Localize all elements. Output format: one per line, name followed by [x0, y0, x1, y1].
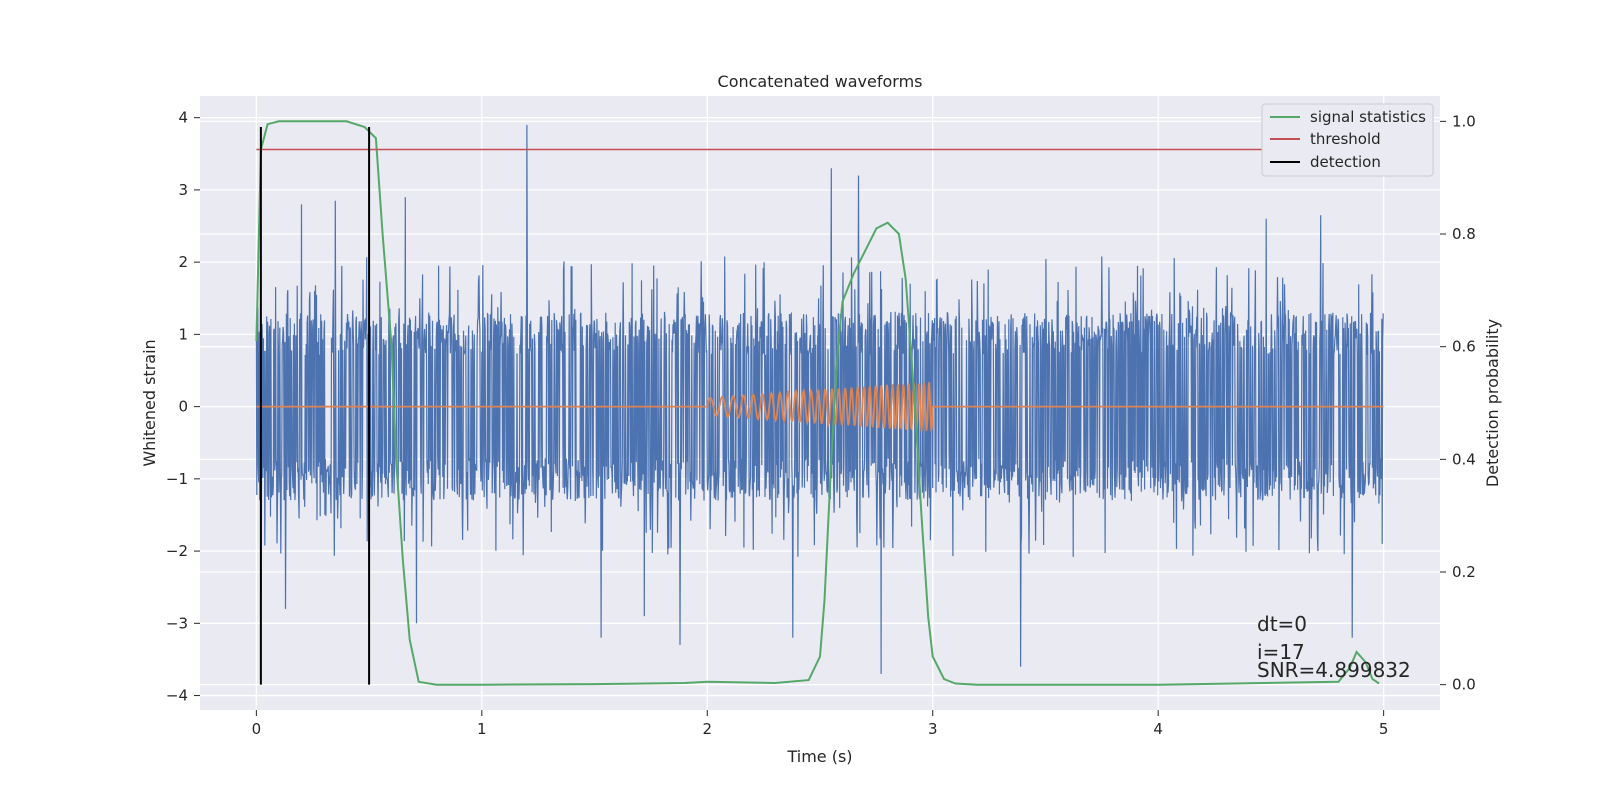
y-axis-left-label: Whitened strain	[140, 339, 159, 466]
y-left-tick-label-0: 4	[178, 109, 188, 127]
chart-title: Concatenated waveforms	[718, 72, 923, 91]
y-left-tick-label-5: −1	[166, 470, 188, 488]
legend: signal statistics threshold detection	[1261, 103, 1434, 177]
y-left-axis-ticks: 4 3 2 1 0 −1 −2 −3 −4	[166, 109, 200, 705]
x-axis-ticks: 0 1 2 3 4 5	[252, 710, 1389, 738]
y-left-tick-label-2: 2	[178, 253, 188, 271]
legend-label-threshold: threshold	[1310, 130, 1381, 148]
y-right-tick-label-5: 0.0	[1452, 676, 1476, 694]
signal-statistics-line	[255, 120, 1380, 686]
chirp-line	[256, 382, 1384, 432]
y-right-axis-ticks: 1.0 0.8 0.6 0.4 0.2 0.0	[1440, 112, 1476, 694]
y-right-tick-label-2: 0.6	[1452, 338, 1476, 356]
y-left-tick-label-6: −2	[166, 542, 188, 560]
x-axis-label: Time (s)	[786, 747, 852, 766]
template-chirp-series	[256, 382, 1384, 432]
x-tick-label-4: 4	[1153, 720, 1163, 738]
x-tick-label-1: 1	[477, 720, 487, 738]
y-right-tick-label-4: 0.2	[1452, 563, 1476, 581]
x-tick-label-3: 3	[928, 720, 938, 738]
annotation-index: i=17	[1257, 640, 1305, 664]
legend-label-signal-statistics: signal statistics	[1310, 108, 1426, 126]
annotation-dt: dt=0	[1257, 612, 1307, 636]
y-left-tick-label-1: 3	[178, 181, 188, 199]
legend-label-detection: detection	[1310, 153, 1381, 171]
x-tick-label-5: 5	[1379, 720, 1389, 738]
x-tick-label-0: 0	[252, 720, 262, 738]
x-tick-label-2: 2	[702, 720, 712, 738]
y-right-tick-label-1: 0.8	[1452, 225, 1476, 243]
y-right-tick-label-3: 0.4	[1452, 450, 1476, 468]
whitened-strain-series	[255, 124, 1384, 674]
y-left-tick-label-7: −3	[166, 614, 188, 632]
y-right-tick-label-0: 1.0	[1452, 112, 1476, 130]
strain-line	[255, 124, 1384, 674]
y-axis-right-label: Detection probability	[1483, 319, 1502, 487]
y-left-tick-label-3: 1	[178, 325, 188, 343]
y-left-tick-label-4: 0	[178, 398, 188, 416]
signal-statistics-series	[255, 120, 1384, 686]
annotation-snr: SNR=4.899832	[1257, 658, 1411, 682]
y-left-tick-label-8: −4	[166, 687, 188, 705]
legend-frame	[1261, 103, 1434, 177]
